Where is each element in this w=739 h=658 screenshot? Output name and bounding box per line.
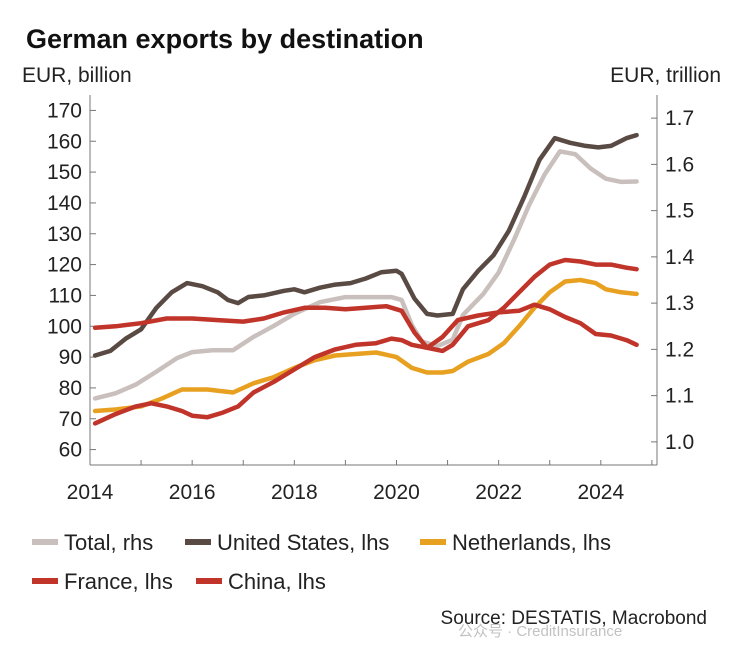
left-tick-label: 130 <box>47 223 82 246</box>
right-axis-label: EUR, trillion <box>610 64 721 87</box>
right-tick-label: 1.2 <box>665 338 694 361</box>
legend-label: United States, lhs <box>217 530 389 555</box>
x-tick-label: 2018 <box>271 481 318 504</box>
right-tick-label: 1.3 <box>665 292 694 315</box>
left-tick-label: 100 <box>47 315 82 338</box>
legend-label: China, lhs <box>228 569 326 594</box>
legend-label: Netherlands, lhs <box>452 530 611 555</box>
series-line-1 <box>92 132 639 358</box>
x-tick-label: 2016 <box>169 481 216 504</box>
x-tick-label: 2024 <box>577 481 624 504</box>
series-layer <box>92 132 639 426</box>
left-tick-label: 170 <box>47 99 82 122</box>
left-tick-label: 90 <box>59 346 82 369</box>
right-tick-label: 1.0 <box>665 431 694 454</box>
left-axis-label: EUR, billion <box>22 64 132 87</box>
right-tick-label: 1.7 <box>665 107 694 130</box>
x-tick-label: 2022 <box>475 481 522 504</box>
right-tick-label: 1.4 <box>665 246 695 269</box>
series-line-3 <box>92 257 639 354</box>
left-tick-label: 80 <box>59 377 82 400</box>
series-line-2 <box>92 277 639 414</box>
series-line-4 <box>92 302 639 426</box>
legend: Total, rhs United States, lhs Netherlands,… <box>32 530 611 594</box>
left-tick-label: 60 <box>59 439 82 462</box>
legend-label: Total, rhs <box>64 530 153 555</box>
left-tick-label: 150 <box>47 161 82 184</box>
left-tick-label: 120 <box>47 254 82 277</box>
left-tick-label: 70 <box>59 408 82 431</box>
watermark: 公众号 · CreditInsurance <box>458 623 623 640</box>
legend-label: France, lhs <box>64 569 173 594</box>
left-tick-label: 140 <box>47 192 82 215</box>
axes: 60 70 80 90 100 110 120 130 140 150 160 170 1.0 1.1 1.… <box>47 95 695 504</box>
source-note: Source: DESTATIS, Macrobond <box>440 608 707 629</box>
right-tick-label: 1.5 <box>665 200 694 223</box>
left-tick-label: 160 <box>47 130 82 153</box>
right-tick-label: 1.1 <box>665 385 694 408</box>
right-tick-label: 1.6 <box>665 153 694 176</box>
chart-title: German exports by destination <box>26 24 424 54</box>
x-tick-label: 2020 <box>373 481 420 504</box>
left-tick-label: 110 <box>49 284 82 307</box>
x-tick-label: 2014 <box>67 481 114 504</box>
series-line-0 <box>92 149 639 401</box>
